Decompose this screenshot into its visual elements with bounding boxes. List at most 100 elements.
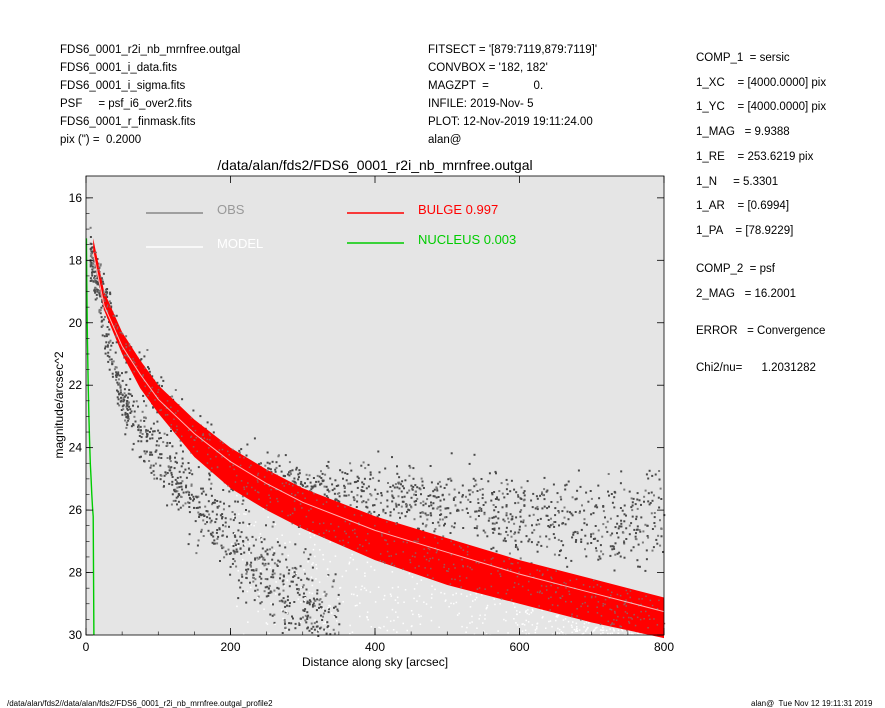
- bulge-texture-point: [611, 623, 613, 625]
- obs-point: [260, 570, 262, 573]
- obs-point: [592, 532, 595, 535]
- obs-point: [493, 491, 496, 493]
- obs-point: [127, 419, 130, 422]
- bulge-texture-point: [471, 568, 473, 571]
- obs-point: [353, 593, 355, 596]
- obs-point: [369, 471, 372, 474]
- obs-point: [273, 562, 276, 565]
- bulge-texture-point: [134, 362, 136, 364]
- obs-point: [575, 622, 578, 625]
- obs-point: [535, 628, 538, 630]
- obs-point: [360, 495, 363, 498]
- obs-point: [296, 591, 299, 594]
- obs-point: [286, 604, 288, 607]
- obs-point: [298, 472, 301, 475]
- obs-point: [433, 488, 436, 491]
- obs-point: [159, 453, 162, 456]
- obs-point: [374, 488, 377, 491]
- bulge-texture-point: [648, 614, 650, 617]
- obs-point: [101, 280, 104, 283]
- bulge-texture-point: [359, 544, 361, 546]
- obs-point: [653, 522, 656, 524]
- obs-point: [431, 585, 433, 587]
- obs-point: [181, 480, 184, 483]
- obs-point: [140, 455, 142, 458]
- obs-point: [155, 444, 158, 447]
- obs-point: [429, 512, 432, 515]
- obs-point: [294, 481, 297, 484]
- obs-point: [250, 551, 253, 554]
- obs-point: [356, 568, 358, 571]
- obs-point: [286, 579, 288, 581]
- bulge-texture-point: [614, 612, 616, 614]
- obs-point: [171, 493, 174, 496]
- obs-point: [315, 564, 317, 566]
- obs-point: [225, 553, 228, 556]
- obs-point: [488, 472, 491, 475]
- obs-point: [109, 348, 112, 351]
- bulge-texture-point: [475, 561, 478, 563]
- obs-point: [413, 588, 416, 590]
- obs-point: [176, 476, 179, 479]
- obs-point: [242, 633, 245, 636]
- obs-point: [533, 529, 536, 532]
- obs-point: [278, 600, 281, 603]
- obs-point: [139, 431, 142, 434]
- bulge-texture-point: [386, 550, 389, 553]
- obs-point: [129, 412, 132, 414]
- obs-point: [238, 522, 241, 524]
- obs-point: [256, 556, 259, 559]
- obs-point: [418, 595, 421, 597]
- obs-point: [271, 558, 274, 561]
- obs-point: [501, 506, 504, 509]
- obs-point: [328, 490, 331, 493]
- obs-point: [326, 496, 329, 499]
- obs-point: [410, 506, 413, 509]
- obs-point: [107, 351, 110, 354]
- obs-point: [422, 511, 425, 514]
- bulge-texture-point: [132, 360, 135, 363]
- obs-point: [126, 400, 129, 403]
- obs-point: [97, 281, 100, 284]
- obs-point: [306, 600, 309, 603]
- obs-point: [481, 493, 484, 496]
- bulge-texture-point: [257, 474, 259, 476]
- obs-point: [652, 546, 655, 549]
- bulge-texture-point: [193, 439, 195, 441]
- obs-point: [298, 588, 300, 591]
- obs-point: [400, 505, 403, 508]
- bulge-texture-point: [170, 424, 173, 426]
- bulge-texture-point: [536, 591, 539, 593]
- bulge-texture-point: [620, 625, 622, 628]
- obs-point: [653, 516, 656, 519]
- bulge-texture-point: [622, 616, 625, 619]
- obs-point: [320, 477, 323, 479]
- obs-point: [313, 534, 316, 537]
- obs-point: [98, 311, 101, 314]
- bulge-texture-point: [503, 560, 505, 562]
- obs-point: [286, 612, 289, 614]
- obs-point: [413, 518, 416, 521]
- obs-point: [594, 537, 597, 540]
- obs-point: [469, 489, 472, 492]
- bulge-texture-point: [541, 592, 543, 594]
- obs-point: [263, 558, 266, 561]
- obs-point: [289, 470, 292, 473]
- obs-point: [105, 341, 108, 344]
- obs-point: [650, 635, 653, 637]
- obs-point: [235, 539, 238, 542]
- obs-point: [434, 588, 436, 591]
- obs-point: [309, 553, 312, 556]
- obs-point: [92, 259, 95, 262]
- obs-point: [383, 594, 386, 597]
- obs-point: [453, 522, 456, 525]
- obs-point: [337, 484, 340, 487]
- obs-point: [377, 586, 380, 588]
- obs-point: [532, 610, 534, 612]
- obs-point: [182, 504, 185, 507]
- obs-point: [233, 550, 236, 553]
- obs-point: [310, 627, 313, 630]
- header-mid-line: FITSECT = '[879:7119,879:7119]': [428, 44, 598, 56]
- obs-point: [430, 481, 433, 484]
- obs-point: [547, 519, 550, 521]
